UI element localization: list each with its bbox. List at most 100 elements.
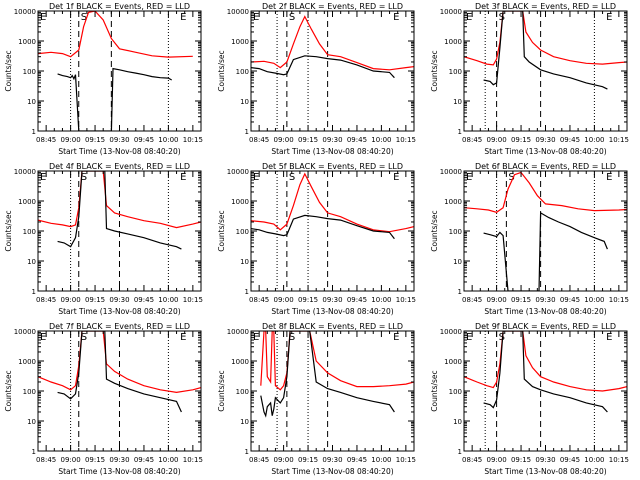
marker-label-e-6: E [180,12,186,23]
x-tick-label: 10:15 [396,136,416,144]
marker-label-e-1: E [466,12,472,23]
chart-title: Det 3f BLACK = Events, RED = LLD [475,2,616,11]
chart-panel-3: Det 3f BLACK = Events, RED = LLD Start Ti… [430,2,629,156]
x-tick-label: 09:30 [322,136,342,144]
y-tick-label: 1000 [444,198,462,206]
marker-label-s-3: S [499,332,505,343]
x-tick-label: 10:00 [371,456,391,464]
series-events-line [483,331,608,413]
x-tick-label: 10:15 [183,456,203,464]
y-axis-label: Counts/sec [430,50,439,91]
marker-label-s-3: S [289,332,295,343]
marker-label-e-1: E [253,172,259,183]
y-axis-label: Counts/sec [4,210,13,251]
y-tick-label: 1 [458,128,462,136]
x-tick-label: 10:15 [183,296,203,304]
y-tick-label: 100 [449,68,462,76]
y-tick-label: 10000 [227,8,249,16]
y-tick-label: 100 [236,388,249,396]
y-axis-label: Counts/sec [217,50,226,91]
marker-label-e-6: E [180,332,186,343]
x-tick-label: 10:15 [396,456,416,464]
chart-title: Det 2f BLACK = Events, RED = LLD [262,2,403,11]
x-axis-label: Start Time (13-Nov-08 08:40:20) [484,147,606,156]
marker-label-s-3: S [81,332,87,343]
marker-label-e-6: E [180,172,186,183]
x-tick-label: 09:15 [85,456,105,464]
y-axis-label: Counts/sec [4,50,13,91]
x-tick-label: 09:15 [85,136,105,144]
chart-panel-5: Det 5f BLACK = Events, RED = LLD Start Ti… [217,162,416,316]
x-tick-label: 09:45 [134,456,154,464]
x-axis-label: Start Time (13-Nov-08 08:40:20) [58,467,180,476]
y-tick-label: 100 [23,388,36,396]
y-axis-label: Counts/sec [430,210,439,251]
x-axis-label: Start Time (13-Nov-08 08:40:20) [271,467,393,476]
x-tick-label: 10:15 [609,136,629,144]
chart-panel-9: Det 9f BLACK = Events, RED = LLD Start Ti… [430,322,629,476]
x-tick-label: 09:30 [535,136,555,144]
chart-panel-2: Det 2f BLACK = Events, RED = LLD Start Ti… [217,2,416,156]
x-tick-label: 09:30 [109,136,129,144]
y-tick-label: 10 [240,418,249,426]
x-tick-label: 09:45 [347,296,367,304]
x-tick-label: 09:15 [298,136,318,144]
x-tick-label: 10:00 [584,456,604,464]
chart-panel-4: Det 4f BLACK = Events, RED = LLD Start Ti… [4,162,203,316]
chart-title: Det 5f BLACK = Events, RED = LLD [262,162,403,171]
x-tick-label: 09:45 [560,136,580,144]
y-tick-label: 1000 [444,38,462,46]
chart-title: Det 6f BLACK = Events, RED = LLD [475,162,616,171]
y-tick-label: 1 [458,288,462,296]
y-tick-label: 100 [236,68,249,76]
chart-title: Det 1f BLACK = Events, RED = LLD [49,2,190,11]
y-tick-label: 1000 [18,38,36,46]
y-tick-label: 1 [245,128,249,136]
x-tick-label: 09:30 [322,296,342,304]
y-tick-label: 10 [453,98,462,106]
series-events-line [57,67,172,131]
x-tick-label: 10:15 [609,456,629,464]
x-tick-label: 10:00 [584,136,604,144]
y-tick-label: 100 [23,228,36,236]
y-tick-label: 10000 [440,8,462,16]
marker-label-e-6: E [393,12,399,23]
y-tick-label: 100 [449,228,462,236]
x-tick-label: 08:45 [462,456,482,464]
x-tick-label: 09:15 [511,456,531,464]
marker-label-s-3: S [81,172,87,183]
x-tick-label: 10:00 [371,136,391,144]
x-tick-label: 09:00 [274,136,294,144]
chart-panel-1: Det 1f BLACK = Events, RED = LLD Start Ti… [4,2,203,156]
x-tick-label: 09:00 [274,296,294,304]
x-tick-label: 09:30 [535,456,555,464]
x-tick-label: 09:30 [109,296,129,304]
x-tick-label: 09:15 [298,456,318,464]
x-tick-label: 09:00 [61,456,81,464]
chart-panel-7: Det 7f BLACK = Events, RED = LLD Start Ti… [4,322,203,476]
series-events-line [260,331,395,418]
series-events-line [57,171,182,250]
x-tick-label: 09:00 [61,296,81,304]
x-tick-label: 09:00 [487,136,507,144]
series-lld-line [251,172,414,233]
x-tick-label: 09:30 [535,296,555,304]
x-tick-label: 09:45 [560,456,580,464]
x-tick-label: 08:45 [36,456,56,464]
x-tick-label: 08:45 [36,296,56,304]
x-tick-label: 10:15 [609,296,629,304]
chart-panel-8: Det 8f BLACK = Events, RED = LLD Start Ti… [217,322,416,476]
y-tick-label: 10 [453,418,462,426]
y-tick-label: 1000 [18,198,36,206]
y-tick-label: 10 [453,258,462,266]
x-tick-label: 10:00 [158,456,178,464]
y-tick-label: 10 [240,98,249,106]
series-events-line [251,55,395,79]
x-tick-label: 10:00 [158,136,178,144]
marker-label-s-3: S [289,12,295,23]
marker-label-e-1: E [253,332,259,343]
series-lld-line [38,11,193,58]
marker-label-e-6: E [393,172,399,183]
marker-label-e-1: E [466,172,472,183]
